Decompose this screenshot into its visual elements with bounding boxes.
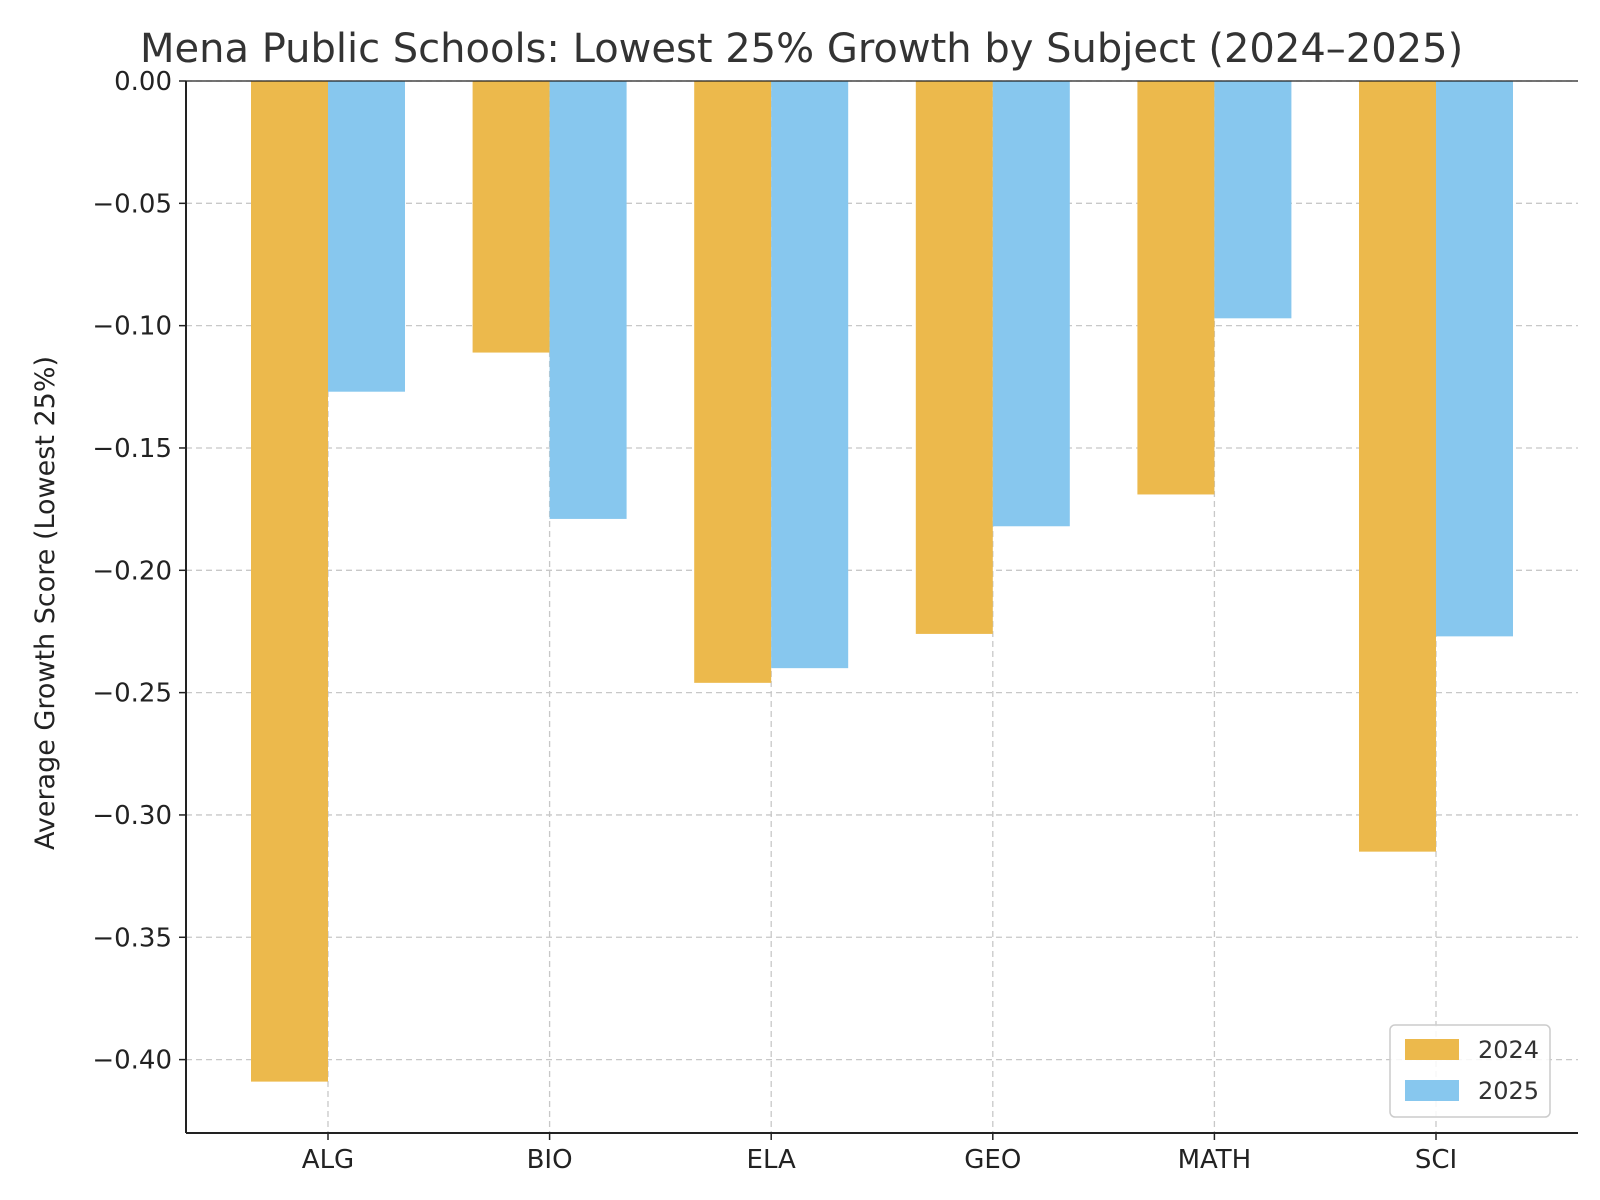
bar-2025-ela <box>771 81 849 669</box>
bar-2025-math <box>1214 81 1292 319</box>
bar-2024-ela <box>694 81 772 683</box>
x-tick-label: GEO <box>964 1145 1021 1175</box>
bar-2025-sci <box>1436 81 1513 637</box>
x-tick-label: ALG <box>302 1145 354 1175</box>
y-tick-label: −0.30 <box>92 801 172 831</box>
x-tick-label: BIO <box>527 1145 573 1175</box>
axes <box>179 80 1578 1140</box>
x-tick-label: SCI <box>1415 1145 1457 1175</box>
bar-2025-bio <box>549 81 627 519</box>
x-tick-label: MATH <box>1178 1145 1252 1175</box>
legend-swatch-2024 <box>1405 1039 1459 1060</box>
y-tick-label: −0.40 <box>92 1046 172 1076</box>
bar-2024-alg <box>251 81 328 1082</box>
y-tick-label: −0.25 <box>92 679 172 709</box>
legend-label: 2025 <box>1478 1077 1539 1105</box>
x-tick-label: ELA <box>747 1145 797 1175</box>
bar-2024-sci <box>1359 81 1436 852</box>
bar-2025-geo <box>992 81 1070 527</box>
bar-2025-alg <box>328 81 405 392</box>
legend-label: 2024 <box>1478 1036 1539 1064</box>
y-axis-label: Average Growth Score (Lowest 25%) <box>30 356 61 850</box>
legend: 2024 2025 <box>1389 1024 1551 1118</box>
chart-title: Mena Public Schools: Lowest 25% Growth b… <box>140 26 1463 72</box>
bars <box>251 81 1513 1082</box>
bar-2024-math <box>1137 81 1215 495</box>
y-tick-label: −0.10 <box>92 312 172 342</box>
y-tick-label: −0.35 <box>92 923 172 953</box>
tick-labels: 0.00 −0.05 −0.10 −0.15 −0.20 −0.25 −0.30 −0.35 −… <box>92 67 1457 1175</box>
y-tick-label: −0.15 <box>92 434 172 464</box>
y-tick-label: −0.05 <box>92 189 172 219</box>
y-tick-label: 0.00 <box>114 67 172 97</box>
y-tick-label: −0.20 <box>92 556 172 586</box>
legend-swatch-2025 <box>1405 1080 1459 1101</box>
bar-2024-geo <box>915 81 993 634</box>
bar-2024-bio <box>472 81 550 353</box>
